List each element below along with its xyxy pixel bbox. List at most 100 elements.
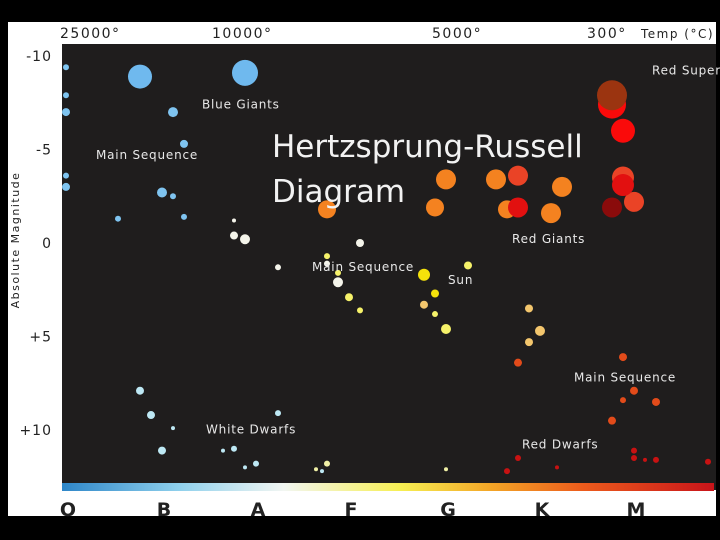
star-point	[181, 213, 187, 220]
star-point	[356, 239, 364, 247]
magnitude-ticks: -10 -5 0 +5 +10	[19, 49, 52, 439]
spectral-class-label: O	[60, 499, 76, 521]
star-point	[62, 182, 70, 191]
star-point	[652, 397, 660, 406]
temperature-gradient-strip	[62, 483, 714, 491]
region-label: Main Sequence	[574, 370, 676, 384]
star-point	[253, 460, 259, 467]
star-point	[128, 64, 152, 89]
star-point	[608, 416, 616, 425]
star-point	[555, 465, 559, 470]
star-point	[136, 386, 144, 395]
star-point	[157, 187, 167, 198]
star-point	[420, 300, 428, 309]
spectral-class-label: K	[535, 499, 551, 521]
star-point	[320, 469, 324, 474]
temperature-tick-label: 25000°	[60, 26, 121, 42]
region-label: Red Supergiants	[652, 64, 720, 78]
region-label: Main Sequence	[96, 148, 198, 162]
temperature-tick-label: 300°	[587, 26, 627, 42]
star-point	[243, 465, 247, 470]
star-point	[62, 108, 70, 117]
star-point	[432, 311, 438, 318]
star-point	[508, 165, 528, 186]
star-point	[63, 172, 69, 179]
star-point	[464, 261, 472, 270]
star-points	[62, 59, 711, 475]
star-point	[115, 215, 121, 222]
x-axis-label: Temp (°C)	[640, 27, 714, 41]
region-label: Main Sequence	[312, 260, 414, 274]
magnitude-tick-label: -10	[26, 49, 52, 65]
star-point	[619, 353, 627, 362]
star-point	[63, 92, 69, 99]
star-point	[232, 218, 236, 223]
magnitude-tick-label: +5	[29, 330, 52, 346]
star-point	[345, 293, 353, 302]
magnitude-tick-label: +10	[19, 423, 52, 439]
star-point	[333, 277, 343, 288]
star-point	[324, 460, 330, 467]
region-labels: Red Supergiants Blue Giants Main Sequence R…	[96, 64, 720, 452]
chart-title-line-2: Diagram	[272, 174, 405, 210]
region-label: Red Dwarfs	[522, 438, 598, 452]
left-band	[8, 44, 62, 490]
star-point	[620, 397, 626, 404]
star-point	[230, 231, 238, 240]
star-point	[624, 191, 644, 212]
star-point	[171, 426, 175, 431]
star-point	[504, 468, 510, 475]
star-point	[221, 448, 225, 453]
star-point	[597, 80, 627, 111]
chart-title-line-1: Hertzsprung-Russell	[272, 129, 583, 165]
header-band	[8, 22, 716, 44]
spectral-class-label: B	[157, 499, 171, 521]
star-point	[231, 445, 237, 452]
star-point	[552, 176, 572, 197]
star-point	[441, 324, 451, 335]
chart-title: Hertzsprung-Russell Diagram	[272, 129, 593, 210]
star-point	[324, 260, 330, 267]
star-point	[426, 198, 444, 217]
region-label: Sun	[448, 273, 473, 287]
plot-area	[8, 44, 716, 490]
star-point	[275, 264, 281, 271]
star-point	[436, 169, 456, 190]
star-point	[705, 458, 711, 465]
star-point	[611, 118, 635, 143]
star-point	[324, 253, 330, 260]
temperature-ticks: 25000° 10000° 5000° 300°	[60, 26, 627, 42]
spectral-class-label: F	[345, 499, 358, 521]
star-point	[180, 139, 188, 148]
star-point	[525, 338, 533, 347]
star-point	[357, 307, 363, 314]
temperature-tick-label: 10000°	[212, 26, 273, 42]
star-point	[514, 358, 522, 367]
y-axis-label: Absolute Magnitude	[9, 172, 22, 309]
star-point	[431, 289, 439, 298]
temperature-tick-label: 5000°	[432, 26, 482, 42]
star-point	[147, 411, 155, 420]
star-point	[631, 455, 637, 462]
star-point	[318, 200, 336, 219]
star-point	[631, 447, 637, 454]
star-point	[602, 197, 622, 218]
spectral-class-label: M	[627, 499, 646, 521]
region-label: Blue Giants	[202, 97, 280, 111]
star-point	[444, 467, 448, 472]
star-point	[168, 107, 178, 118]
star-point	[314, 467, 318, 472]
star-point	[232, 59, 258, 86]
star-point	[170, 193, 176, 200]
region-label: White Dwarfs	[206, 423, 296, 437]
region-label: Red Giants	[512, 232, 585, 246]
star-point	[63, 64, 69, 71]
star-point	[612, 174, 634, 197]
star-point	[275, 410, 281, 417]
spectral-class-label: A	[251, 499, 266, 521]
star-point	[541, 203, 561, 224]
star-point	[515, 455, 521, 462]
star-point	[653, 456, 659, 463]
